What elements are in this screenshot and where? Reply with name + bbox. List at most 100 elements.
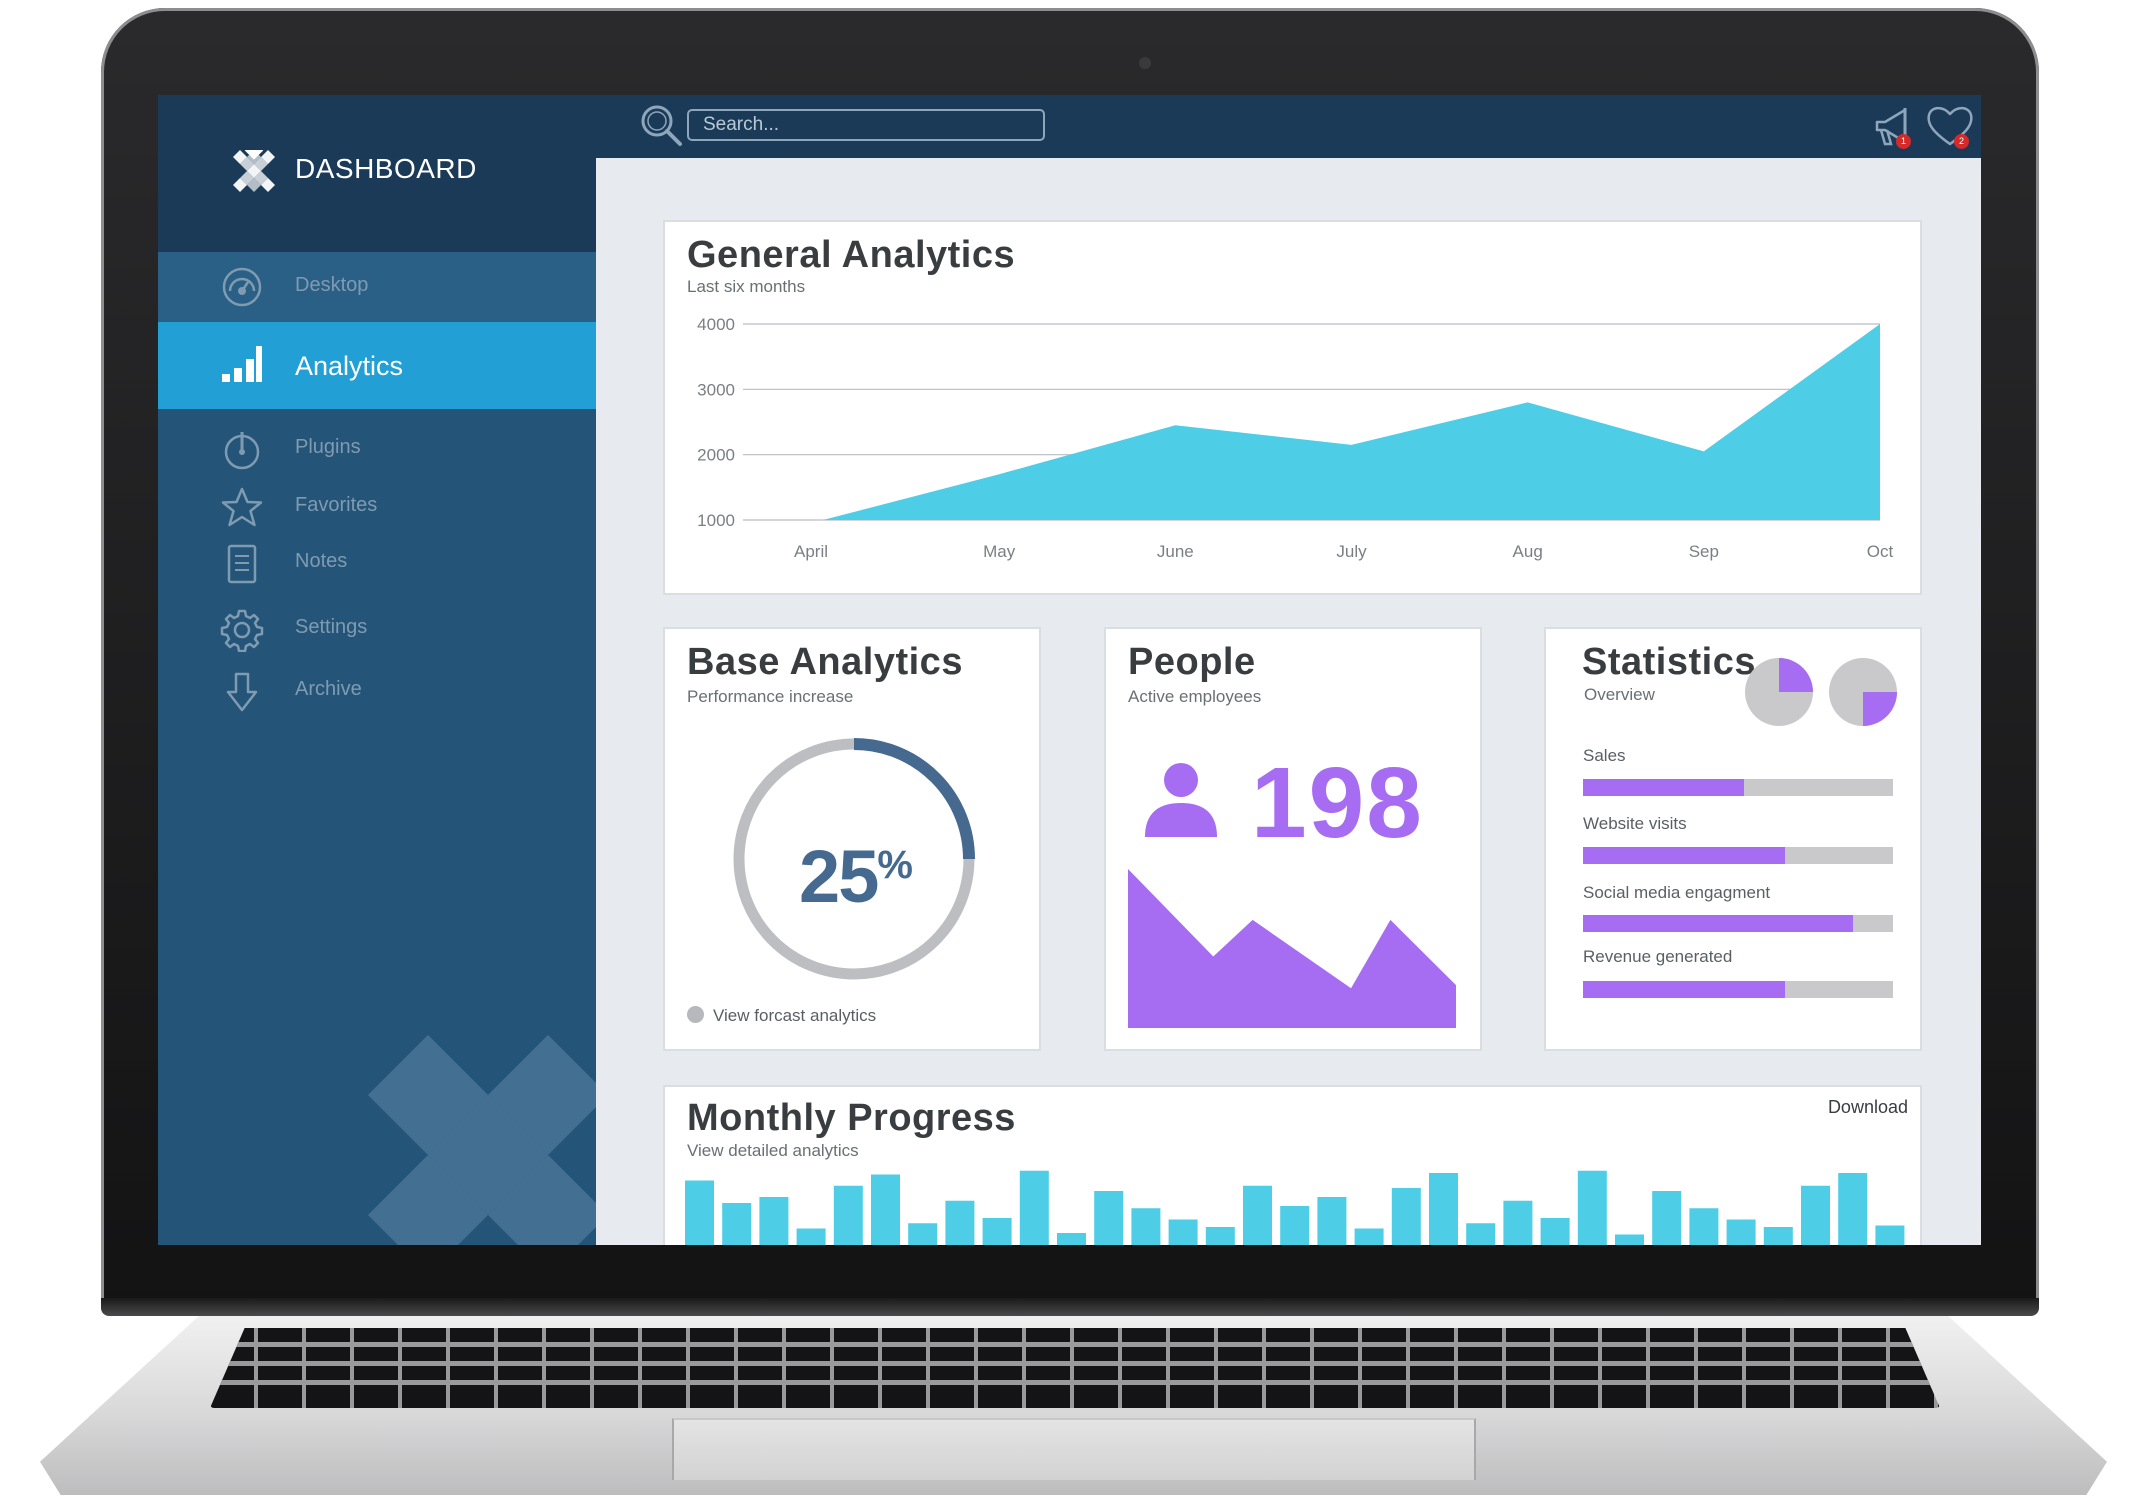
bar — [1466, 1223, 1496, 1245]
sidebar-item-favorites[interactable]: Favorites — [158, 476, 596, 536]
general-analytics-chart: 1000 2000 3000 4000 April May June July Aug Sep Oc… — [697, 315, 1893, 561]
bar — [1689, 1208, 1719, 1245]
performance-number: 25 — [799, 835, 879, 918]
bar — [1019, 1170, 1049, 1245]
bar — [1429, 1173, 1458, 1245]
sidebar-item-plugins[interactable]: Plugins — [158, 418, 596, 478]
card-title: Statistics — [1582, 641, 1756, 683]
trackpad — [672, 1418, 1476, 1480]
keyboard — [210, 1328, 1940, 1408]
view-forecast-link[interactable]: View forcast analytics — [687, 1006, 876, 1026]
bar — [1057, 1233, 1086, 1245]
card-title: Monthly Progress — [687, 1097, 1016, 1139]
performance-value: 25% — [796, 834, 916, 919]
x-tick-label: June — [1157, 542, 1194, 561]
sidebar-item-archive[interactable]: Archive — [158, 660, 596, 720]
bar — [1503, 1200, 1533, 1245]
favorites-button[interactable]: 2 — [1923, 100, 1977, 154]
notifications-button[interactable]: 1 — [1869, 100, 1923, 154]
stat-bar-social-media — [1583, 915, 1893, 932]
bar — [982, 1218, 1012, 1245]
stat-bar-website-visits — [1583, 847, 1893, 864]
monthly-progress-chart — [685, 1170, 1905, 1245]
x-tick-label: April — [794, 542, 828, 561]
bar — [1131, 1208, 1161, 1245]
bar — [1354, 1228, 1384, 1245]
person-icon — [1145, 763, 1217, 837]
bar — [1652, 1191, 1682, 1245]
employee-count: 198 — [1251, 747, 1424, 859]
bar — [1317, 1197, 1347, 1245]
bar — [685, 1180, 714, 1245]
bar — [1801, 1185, 1830, 1245]
download-button[interactable]: Download — [1827, 1097, 1908, 1117]
sidebar-item-notes[interactable]: Notes — [158, 532, 596, 592]
sidebar-item-label: Notes — [295, 550, 348, 572]
people-area-series — [1128, 869, 1456, 1028]
download-arrow-icon — [226, 672, 258, 712]
bar — [1577, 1170, 1607, 1245]
bar — [1391, 1188, 1421, 1245]
heart-icon — [1927, 106, 1973, 146]
progress-ring — [733, 738, 975, 980]
y-tick-label: 2000 — [697, 446, 735, 465]
bar — [1243, 1185, 1272, 1245]
bar — [1838, 1173, 1868, 1245]
pie-slice — [1863, 692, 1897, 726]
area-series — [823, 324, 1880, 520]
sidebar-item-settings[interactable]: Settings — [158, 598, 596, 658]
screen: DASHBOARD Desktop Analytics — [158, 95, 1981, 1245]
gear-icon — [220, 609, 264, 652]
statistics-pies — [1745, 658, 1897, 726]
bar — [1168, 1219, 1198, 1245]
bar — [1540, 1218, 1570, 1245]
stat-bar-fill — [1583, 779, 1745, 796]
card-subtitle: Last six months — [687, 277, 806, 296]
y-tick-label: 4000 — [697, 315, 735, 334]
power-icon — [224, 432, 260, 470]
speedometer-icon — [222, 267, 262, 307]
monthly-progress-card: Monthly Progress View detailed analytics… — [663, 1085, 1922, 1245]
favorites-badge: 2 — [1954, 134, 1969, 149]
bar — [1726, 1219, 1756, 1245]
bar — [759, 1197, 789, 1245]
bar — [945, 1200, 975, 1245]
sidebar-item-analytics[interactable]: Analytics — [158, 322, 596, 409]
x-tick-label: Sep — [1689, 542, 1719, 561]
sidebar-item-label: Analytics — [295, 351, 404, 381]
card-subtitle: Performance increase — [687, 687, 854, 706]
x-tick-label: May — [983, 542, 1016, 561]
notification-badge: 1 — [1896, 134, 1911, 149]
stat-label-sales: Sales — [1583, 746, 1626, 765]
sidebar-item-label: Settings — [295, 616, 368, 638]
bar-chart-icon — [222, 346, 262, 382]
laptop-hinge — [101, 1298, 2039, 1316]
bar — [1875, 1225, 1905, 1245]
sidebar: DASHBOARD Desktop Analytics — [158, 95, 596, 1245]
sidebar-item-label: Favorites — [295, 494, 378, 516]
general-analytics-card: General Analytics Last six months 1000 20… — [663, 220, 1922, 595]
people-card: People Active employees 198 — [1104, 627, 1482, 1051]
logo-icon — [233, 150, 275, 192]
stat-bar-revenue — [1583, 981, 1893, 998]
bar — [722, 1203, 752, 1245]
card-subtitle: Active employees — [1128, 687, 1262, 706]
stat-bar-fill — [1583, 847, 1785, 864]
performance-unit: % — [877, 843, 913, 887]
stat-label-revenue: Revenue generated — [1583, 947, 1733, 966]
webcam — [1139, 57, 1151, 69]
sidebar-item-desktop[interactable]: Desktop — [158, 252, 596, 322]
pie-slice — [1779, 658, 1813, 692]
megaphone-icon — [1875, 108, 1907, 146]
people-area-chart — [1128, 869, 1456, 1028]
topbar: 1 2 — [596, 95, 1981, 158]
base-analytics-card: Base Analytics Performance increase 25% … — [663, 627, 1041, 1051]
ring-progress — [853, 738, 975, 860]
search-input[interactable] — [687, 109, 1045, 141]
bar — [833, 1185, 863, 1245]
sidebar-item-label: Archive — [295, 678, 362, 700]
card-title: Base Analytics — [687, 641, 963, 683]
search-icon[interactable] — [638, 102, 684, 148]
brand-title: DASHBOARD — [295, 153, 477, 184]
bar — [1205, 1227, 1235, 1245]
